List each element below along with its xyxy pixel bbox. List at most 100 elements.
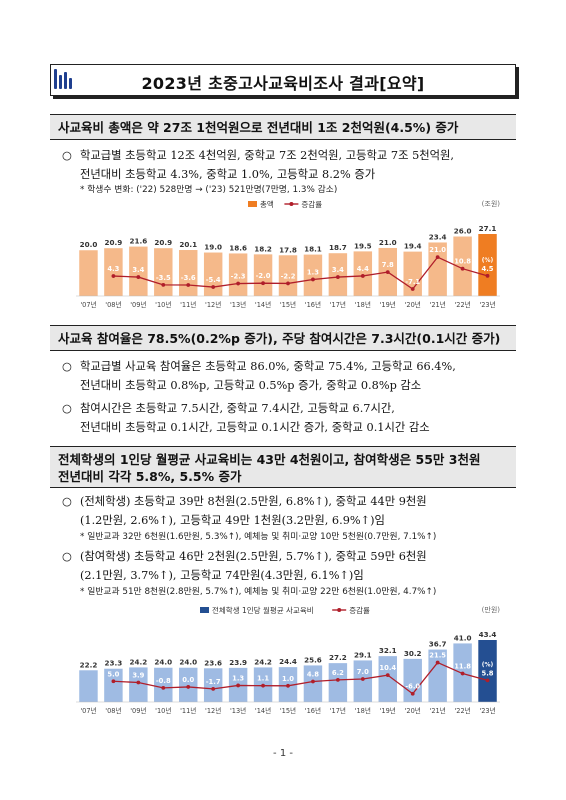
section1-note: * 학생수 변화: ('22) 528만명 → ('23) 521만명(7만명,… xyxy=(80,185,338,195)
chart-bar xyxy=(179,250,198,296)
chart-bar xyxy=(303,254,323,296)
x-tick-label: '13년 xyxy=(230,300,246,309)
bar-value-label: 24.4 xyxy=(279,657,297,666)
chart-bar xyxy=(328,663,348,702)
rate-line xyxy=(113,661,488,695)
rate-point xyxy=(286,281,290,286)
rate-value-label: -2.3 xyxy=(231,273,246,281)
chart-bar xyxy=(303,665,323,702)
rate-point xyxy=(360,274,365,278)
title-decoration-icon xyxy=(54,69,72,89)
rate-value-label: 4.5 xyxy=(482,265,494,273)
bar-value-label: 27.1 xyxy=(479,224,497,233)
bar-value-label: 22.2 xyxy=(80,660,98,669)
rate-point xyxy=(261,683,265,688)
section1-heading: 사교육비 총액은 약 27조 1천억원으로 전년대비 1조 2천억원(4.5%)… xyxy=(50,114,516,140)
x-tick-label: '10년 xyxy=(155,300,171,309)
x-tick-label: '18년 xyxy=(355,300,371,309)
rate-point xyxy=(286,683,290,688)
bar-value-label: 17.8 xyxy=(279,245,297,254)
chart-bar xyxy=(129,246,148,296)
bar-value-label: 18.7 xyxy=(329,243,347,252)
x-tick-label: '11년 xyxy=(180,300,196,309)
chart-bar xyxy=(179,667,198,702)
rate-value-label: 5.0 xyxy=(107,670,119,678)
rate-point xyxy=(435,660,440,665)
rate-unit-label: (%) xyxy=(482,257,494,264)
section2-p2-line2: 전년대비 초등학교 0.1시간, 고등학교 0.1시간 증가, 중학교 0.1시… xyxy=(80,421,430,434)
chart-bar xyxy=(154,667,173,702)
bar-value-label: 19.4 xyxy=(404,242,422,251)
chart-bar xyxy=(228,253,248,296)
section3-p2-line1: (참여학생) 초등학교 46만 2천원(2.5만원, 5.7%↑), 중학교 5… xyxy=(80,550,427,563)
x-tick-label: '20년 xyxy=(405,706,421,715)
chart-bar xyxy=(428,242,447,296)
section3-note1: * 일반교과 32만 6천원(1.6만원, 5.3%↑), 예체능 및 취미·교… xyxy=(80,532,437,542)
bar-value-label: 41.0 xyxy=(454,633,472,642)
rate-value-label: 21.5 xyxy=(429,652,446,660)
bar-value-label: 23.3 xyxy=(105,659,123,668)
chart-bar xyxy=(353,660,373,702)
x-tick-label: '09년 xyxy=(130,300,146,309)
x-tick-label: '16년 xyxy=(305,300,321,309)
chart-bar xyxy=(278,255,298,296)
chart-bar xyxy=(79,250,98,296)
legend-bar-swatch xyxy=(248,201,257,207)
x-tick-label: '15년 xyxy=(280,300,296,309)
rate-point xyxy=(136,275,141,279)
section2-p2-line1: 참여시간은 초등학교 7.5시간, 중학교 7.4시간, 고등학교 6.7시간, xyxy=(80,402,395,415)
rate-value-label: 10.4 xyxy=(379,664,396,672)
rate-point xyxy=(335,275,340,279)
legend-line-marker xyxy=(289,202,294,206)
x-tick-label: '11년 xyxy=(180,706,196,715)
rate-point xyxy=(410,287,415,291)
unit-label: (만원) xyxy=(482,605,501,614)
x-tick-label: '16년 xyxy=(305,706,321,715)
x-tick-label: '17년 xyxy=(330,706,346,715)
rate-point xyxy=(211,686,216,691)
bullet: ○ xyxy=(62,149,72,162)
chart-bar xyxy=(104,248,123,296)
rate-value-label: 3.9 xyxy=(132,672,144,680)
rate-value-label: 4.4 xyxy=(357,265,369,273)
section2-p1-line2: 전년대비 초등학교 0.8%p, 고등학교 0.5%p 증가, 중학교 0.8%… xyxy=(80,379,422,392)
section3-p1-line2: (1.2만원, 2.6%↑), 고등학교 49만 1천원(3.2만원, 6.9%… xyxy=(80,514,385,527)
chart-bar xyxy=(203,252,223,296)
chart-total-expenditure: 총액 증감률 (조원) 20.0 '07년 20.9 '08년 21.6 '09년 20.9 '10… xyxy=(76,199,500,309)
chart-bar xyxy=(129,667,148,702)
chart-bar xyxy=(378,656,397,702)
rate-value-label: 3.4 xyxy=(332,266,344,274)
rate-value-label: 1.0 xyxy=(282,675,294,683)
rate-value-label: 4.8 xyxy=(307,670,319,678)
bar-value-label: 36.7 xyxy=(429,640,447,649)
chart-bar xyxy=(478,234,497,296)
rate-point xyxy=(485,678,490,683)
section3-p2-line2: (2.1만원, 3.7%↑), 고등학교 74만원(4.3만원, 6.1%↑)임 xyxy=(80,569,364,582)
bar-value-label: 24.2 xyxy=(254,657,272,666)
bar-value-label: 43.4 xyxy=(479,630,497,639)
x-tick-label: '19년 xyxy=(380,706,396,715)
x-tick-label: '21년 xyxy=(430,300,446,309)
chart-bar xyxy=(428,649,447,702)
chart-bar xyxy=(154,248,173,296)
rate-point xyxy=(111,274,116,278)
rate-point xyxy=(435,255,440,260)
rate-value-label: 7.8 xyxy=(382,261,394,269)
legend-label: 총액 xyxy=(260,199,274,209)
x-tick-label: '18년 xyxy=(355,706,371,715)
bar-value-label: 21.6 xyxy=(129,237,147,246)
rate-value-label: 5.8 xyxy=(482,669,494,677)
rate-point xyxy=(111,679,116,684)
rate-value-label: 1.3 xyxy=(307,268,319,276)
bar-value-label: 20.9 xyxy=(105,238,123,247)
rate-point xyxy=(136,680,141,685)
section3-note2: * 일반교과 51만 8천원(2.8만원, 5.7%↑), 예체능 및 취미·교… xyxy=(80,587,437,597)
chart-bar xyxy=(328,253,348,296)
chart-monthly-per-student: 전체학생 1인당 월평균 사교육비 증감률 (만원) 22.2 '07년 23.3 '08년… xyxy=(76,605,501,715)
bar-value-label: 27.2 xyxy=(329,653,347,662)
legend-bar-swatch xyxy=(200,607,209,613)
bar-value-label: 32.1 xyxy=(379,646,397,655)
bar-value-label: 20.9 xyxy=(154,238,172,247)
rate-value-label: -6.0 xyxy=(405,683,420,691)
rate-value-label: 1.1 xyxy=(257,675,269,683)
